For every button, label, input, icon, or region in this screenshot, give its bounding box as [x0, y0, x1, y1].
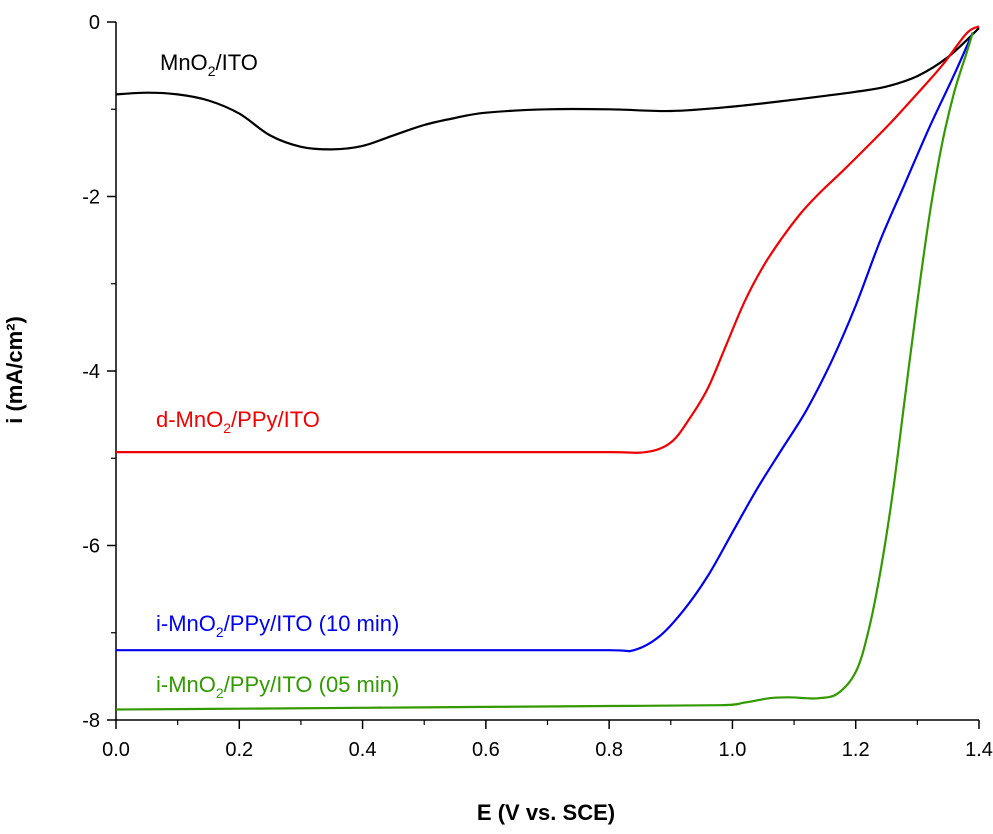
series-label-subscript: 2 — [216, 624, 224, 640]
y-tick-label: -4 — [82, 361, 100, 383]
x-tick-label: 0.0 — [102, 739, 130, 761]
series-d-mno2-ppy-ito-label: d-MnO2/PPy/ITO — [156, 407, 320, 436]
series-label-rest: /ITO — [215, 50, 257, 75]
x-tick-label: 1.4 — [965, 739, 993, 761]
series-mno2-ito-label: MnO2/ITO — [160, 50, 258, 79]
series-label-rest: /PPy/ITO (10 min) — [224, 611, 400, 636]
y-tick-label: -2 — [82, 187, 100, 209]
series-mno2-ito-line — [115, 27, 980, 151]
series-label-rest: /PPy/ITO (05 min) — [224, 672, 400, 697]
series-label-main: i-MnO — [156, 672, 216, 697]
series-label-subscript: 2 — [216, 685, 224, 701]
y-tick-label: -6 — [82, 536, 100, 558]
x-tick-label: 1.0 — [719, 739, 747, 761]
series-i-mno2-ppy-ito-10min-line — [115, 32, 974, 653]
series-label-subscript: 2 — [208, 63, 216, 79]
y-tick-label: -8 — [82, 710, 100, 732]
x-axis-title: E (V vs. SCE) — [477, 800, 615, 825]
series-label-subscript: 2 — [223, 420, 231, 436]
x-axis-ticks: 0.0 0.2 0.4 0.6 0.8 1.0 1.2 1.4 — [102, 720, 993, 761]
series-i-mno2-ppy-ito-05min-label: i-MnO2/PPy/ITO (05 min) — [156, 672, 399, 701]
series-i-mno2-ppy-ito-05min-line — [115, 32, 974, 711]
series-lines — [115, 25, 980, 711]
series-i-mno2-ppy-ito-10min-label: i-MnO2/PPy/ITO (10 min) — [156, 611, 399, 640]
x-tick-label: 0.4 — [349, 739, 377, 761]
series-label-main: d-MnO — [156, 407, 223, 432]
y-axis-title: i (mA/cm²) — [2, 316, 27, 424]
series-d-mno2-ppy-ito-line — [115, 25, 980, 454]
x-tick-label: 0.8 — [595, 739, 623, 761]
series-label-main: i-MnO — [156, 611, 216, 636]
series-label-main: MnO — [160, 50, 208, 75]
x-tick-label: 0.6 — [472, 739, 500, 761]
x-tick-label: 1.2 — [842, 739, 870, 761]
series-label-rest: /PPy/ITO — [231, 407, 320, 432]
x-tick-label: 0.2 — [225, 739, 253, 761]
y-tick-label: 0 — [89, 12, 100, 34]
y-axis-ticks: 0 -2 -4 -6 -8 — [82, 12, 116, 732]
